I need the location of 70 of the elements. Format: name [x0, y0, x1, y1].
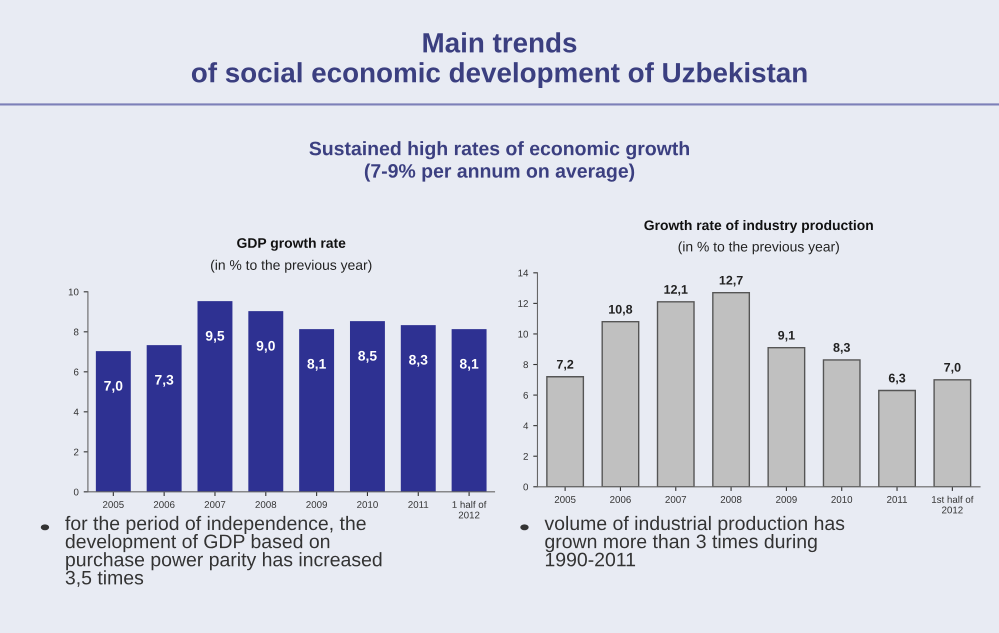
y-tick-label: 10: [68, 288, 79, 296]
y-tick-label: 6: [524, 392, 528, 399]
bar: [400, 325, 436, 492]
x-tick-label: 1 half of 2012: [452, 500, 486, 518]
x-tick-label: 2011: [887, 496, 908, 503]
y-tick-label: 10: [518, 330, 528, 338]
y-tick-label: 2: [524, 452, 528, 460]
data-label: 7,0: [944, 362, 961, 374]
y-tick-label: 4: [523, 422, 528, 430]
x-tick-label: 2011: [408, 501, 428, 508]
bar: [601, 321, 640, 487]
x-tick-label: 2010: [357, 501, 378, 508]
data-label: 12,1: [664, 284, 688, 296]
y-tick-label: 14: [518, 270, 528, 276]
x-tick-label: 2009: [306, 501, 327, 508]
bar: [96, 351, 131, 492]
x-tick-label: 2005: [554, 496, 576, 503]
y-tick-label: 4: [74, 408, 79, 416]
bar: [878, 390, 916, 487]
x-tick-label: 1st half of 2012: [932, 496, 974, 514]
bar: [350, 321, 385, 492]
bar: [546, 376, 584, 487]
data-label: 8,1: [460, 358, 478, 371]
y-tick-label: 6: [74, 368, 78, 376]
text: volume of industrial production has grown more than 3 times during 1990-2011: [544, 516, 844, 566]
bar: [452, 329, 487, 492]
data-label: 7,2: [556, 360, 574, 371]
x-tick-label: 2006: [154, 501, 175, 508]
data-label: 8,5: [358, 350, 377, 363]
y-tick-label: 0: [74, 488, 79, 496]
y-tick-label: 0: [523, 484, 528, 490]
y-tick-label: 12: [518, 300, 528, 307]
data-label: 12,7: [720, 276, 743, 286]
x-tick-label: 2010: [831, 496, 852, 503]
bar: [146, 345, 182, 492]
text: for the period of independence, the development of GDP based on purchase power parity has increased 3,5 times: [65, 516, 382, 587]
chart-title: Growth rate of industry production: [644, 220, 873, 233]
chart-subtitle: (in % to the previous year): [211, 260, 372, 273]
data-label: 9,0: [256, 340, 275, 353]
data-label: 10,8: [609, 304, 632, 316]
data-label: 8,3: [409, 354, 428, 367]
chart-title: GDP growth rate: [237, 238, 346, 251]
x-tick-label: 2005: [103, 501, 124, 508]
x-tick-label: 2006: [610, 496, 631, 503]
y-tick-label: 2: [74, 448, 78, 456]
x-tick-label: 2008: [255, 501, 276, 508]
x-tick-label: 2007: [204, 501, 226, 508]
y-tick-label: 8: [523, 361, 528, 368]
data-label: 6,3: [888, 374, 906, 384]
bar: [933, 379, 972, 487]
data-label: 8,1: [307, 358, 326, 371]
bar: [248, 311, 284, 492]
data-label: 8,3: [833, 343, 850, 354]
data-label: 9,1: [778, 330, 795, 342]
x-tick-label: 2008: [720, 496, 742, 503]
text: Sustained high rates of economic growth (7-9% per annum on average): [309, 141, 689, 182]
data-label: 9,5: [206, 330, 224, 343]
bar: [712, 292, 750, 487]
chart-subtitle: (in % to the previous year): [678, 241, 839, 254]
text: Main trends of social economic development of Uzbekistan: [192, 32, 807, 88]
y-tick-label: 8: [74, 328, 78, 336]
data-label: 7,0: [104, 380, 122, 393]
data-label: 7,3: [155, 374, 174, 387]
bar: [822, 359, 861, 487]
bar: [656, 301, 695, 487]
bar: [198, 301, 232, 492]
x-tick-label: 2007: [665, 496, 686, 503]
bar: [767, 347, 806, 487]
x-tick-label: 2009: [776, 496, 797, 503]
bar: [299, 329, 334, 492]
